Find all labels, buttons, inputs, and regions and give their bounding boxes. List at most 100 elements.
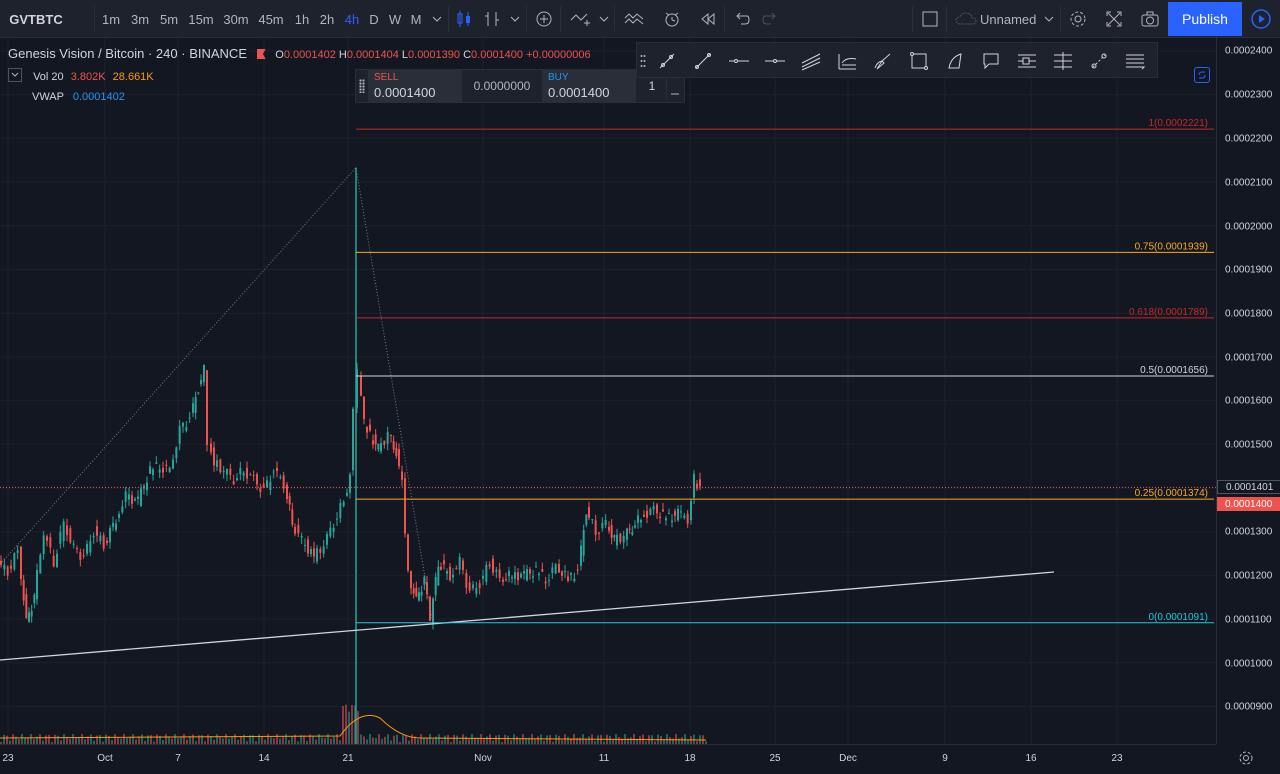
candle-body xyxy=(329,527,332,537)
interval-d[interactable]: D xyxy=(369,11,379,27)
alert-icon[interactable] xyxy=(658,0,686,38)
buy-button[interactable]: BUY 0.0001400 xyxy=(542,70,636,102)
price-axis[interactable]: 0.0002400 0.0002300 0.0002200 0.0002100 … xyxy=(1216,38,1280,744)
rectangle-icon[interactable] xyxy=(905,47,933,75)
interval-1m[interactable]: 1m xyxy=(101,11,121,27)
candle-body xyxy=(544,581,547,584)
drag-handle-icon[interactable] xyxy=(637,47,649,75)
candle-body xyxy=(383,440,386,445)
compare-icon[interactable] xyxy=(566,0,594,38)
interval-w[interactable]: W xyxy=(388,11,402,27)
indicators-icon[interactable] xyxy=(620,0,648,38)
volume-bar xyxy=(420,734,422,744)
square-icon[interactable] xyxy=(918,0,942,38)
time-axis[interactable]: 23 Oct 7 14 21 Nov 11 18 25 Dec 9 16 23 xyxy=(0,744,1216,774)
interval-45m[interactable]: 45m xyxy=(258,11,284,27)
drag-handle-icon[interactable] xyxy=(359,79,365,93)
gear-icon[interactable] xyxy=(1064,0,1092,38)
sell-button[interactable]: SELL 0.0001400 xyxy=(368,70,462,102)
volume-bar xyxy=(360,734,362,744)
candles-icon[interactable] xyxy=(452,0,476,38)
chevron-down-icon[interactable] xyxy=(428,0,446,38)
volume-bar xyxy=(285,734,287,744)
candle-body xyxy=(0,560,2,565)
candle-body xyxy=(140,488,142,506)
long-position-icon[interactable] xyxy=(1085,47,1113,75)
vwap-name[interactable]: VWAP xyxy=(32,91,64,103)
layout-name[interactable]: Unnamed xyxy=(980,11,1037,27)
volume-bar xyxy=(369,734,371,744)
fullscreen-icon[interactable] xyxy=(1100,0,1128,38)
candle-body xyxy=(608,526,610,531)
candle-body xyxy=(526,569,528,581)
top-toolbar: GVTBTC 1m 3m 5m 15m 30m 45m 1h 2h 4h D W… xyxy=(0,0,1280,38)
fib-channel-icon[interactable] xyxy=(833,47,861,75)
quantity-stepper[interactable] xyxy=(666,72,683,100)
candle-body xyxy=(89,541,92,553)
interval-30m[interactable]: 30m xyxy=(223,11,249,27)
trend-line-icon[interactable] xyxy=(653,47,681,75)
separator xyxy=(448,6,449,32)
candle-body xyxy=(652,506,655,510)
candle-body xyxy=(564,571,566,573)
replay-icon[interactable] xyxy=(694,0,722,38)
interval-4h[interactable]: 4h xyxy=(344,11,360,27)
time-label: 21 xyxy=(342,753,354,764)
volume-bar xyxy=(693,734,695,744)
candle-body xyxy=(346,492,348,496)
interval-1h[interactable]: 1h xyxy=(294,11,310,27)
volume-bar xyxy=(123,734,125,744)
chart-pane[interactable]: 1(0.0002221) 0.75(0.0001939) 0.618(0.00017… xyxy=(0,38,1216,744)
callout-icon[interactable] xyxy=(977,47,1005,75)
horizontal-line-icon[interactable] xyxy=(725,47,753,75)
volume-bar xyxy=(492,740,494,744)
volume-bar xyxy=(525,737,527,744)
symbol-search[interactable]: GVTBTC xyxy=(9,11,63,27)
volume-bar xyxy=(474,737,476,744)
candle-body xyxy=(412,588,415,594)
price-chart[interactable]: 1(0.0002221) 0.75(0.0001939) 0.618(0.00017… xyxy=(0,38,1216,744)
price-tick: 0.0001300 xyxy=(1225,526,1273,538)
redo-icon[interactable] xyxy=(756,0,784,38)
parallel-channel-icon[interactable] xyxy=(797,47,825,75)
interval-5m[interactable]: 5m xyxy=(159,11,179,27)
trend-based-fib-icon[interactable] xyxy=(1121,47,1149,75)
candle-body xyxy=(656,504,658,514)
horizontal-ray-icon[interactable] xyxy=(761,47,789,75)
chevron-down-icon[interactable] xyxy=(506,0,524,38)
undo-icon[interactable] xyxy=(728,0,756,38)
interval-3m[interactable]: 3m xyxy=(130,11,150,27)
gear-icon[interactable] xyxy=(1238,750,1254,766)
candle-body xyxy=(131,495,133,504)
volume-name[interactable]: Vol 20 xyxy=(33,71,64,83)
add-circle-icon[interactable] xyxy=(532,0,556,38)
path-icon[interactable] xyxy=(941,47,969,75)
buy-price: 0.0001400 xyxy=(548,85,610,100)
bars-icon[interactable] xyxy=(480,0,504,38)
interval-m[interactable]: M xyxy=(410,11,422,27)
high-value: 0.0001404 xyxy=(346,49,399,61)
sync-icon[interactable] xyxy=(1194,67,1210,83)
fib-retracement-icon[interactable] xyxy=(1013,47,1041,75)
symbol-title[interactable]: Genesis Vision / Bitcoin xyxy=(8,46,145,61)
volume-bar xyxy=(57,735,59,744)
interval-2h[interactable]: 2h xyxy=(319,11,335,27)
volume-bar xyxy=(426,737,428,744)
ray-icon[interactable] xyxy=(689,47,717,75)
play-icon[interactable] xyxy=(1244,2,1278,36)
volume-bar xyxy=(429,734,431,744)
fib-extension-icon[interactable] xyxy=(1049,47,1077,75)
chevron-down-icon[interactable] xyxy=(596,0,612,38)
volume-bar xyxy=(132,734,134,744)
publish-button[interactable]: Publish xyxy=(1168,2,1242,36)
candle-body xyxy=(511,577,513,579)
camera-icon[interactable] xyxy=(1136,0,1164,38)
volume-bar xyxy=(102,741,104,744)
collapse-icon[interactable] xyxy=(8,68,22,82)
candle-body xyxy=(20,546,22,580)
quantity-input[interactable]: 1 xyxy=(648,79,656,93)
chevron-down-icon[interactable] xyxy=(1042,0,1056,38)
brush-icon[interactable] xyxy=(869,47,897,75)
last-price-tag: 0.0001400 xyxy=(1217,497,1280,511)
interval-15m[interactable]: 15m xyxy=(188,11,214,27)
